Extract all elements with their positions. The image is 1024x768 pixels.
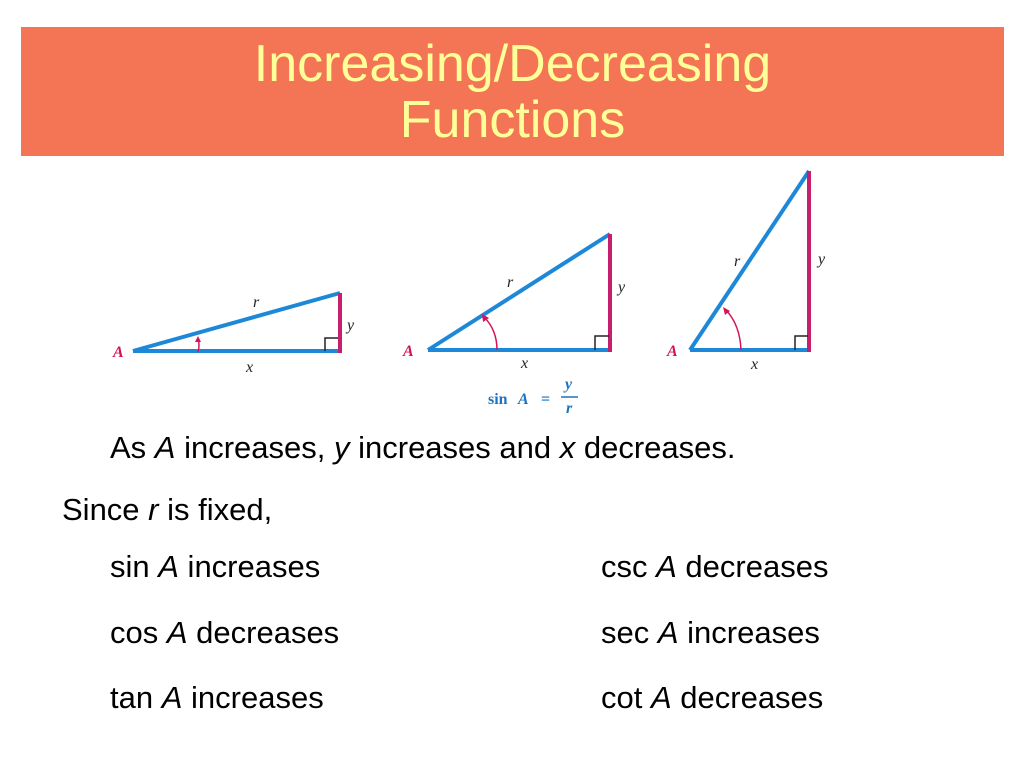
triangle2-angle-label: A xyxy=(402,343,414,360)
title-line-1: Increasing/Decreasing xyxy=(253,34,772,93)
triangle2-hypotenuse xyxy=(426,232,612,352)
triangle1-opp-label: y xyxy=(345,317,355,334)
triangle2-adj-label: x xyxy=(520,355,528,372)
row-var: A xyxy=(161,680,183,715)
line1-var-x: x xyxy=(559,430,576,465)
formula-numerator: y xyxy=(563,376,573,393)
row-fn: cot xyxy=(601,680,651,715)
triangle2-hyp-label: r xyxy=(507,274,514,291)
triangle1-adj-label: x xyxy=(245,359,253,376)
row-trend: decreases xyxy=(676,549,829,584)
row-cot: cot A decreases xyxy=(601,680,823,716)
triangle3-hyp-label: r xyxy=(734,253,741,270)
triangle2-arc-arrowhead xyxy=(482,314,489,322)
row-fn: sec xyxy=(601,615,658,650)
row-tan: tan A increases xyxy=(110,680,324,716)
triangle3-hypotenuse xyxy=(688,169,811,352)
triangle2-opp-label: y xyxy=(616,279,626,296)
triangle3-adj-label: x xyxy=(750,356,758,373)
formula-var: A xyxy=(517,391,529,408)
triangle-medium-angle: A r y x sin A = y r xyxy=(402,232,626,417)
row-trend: decreases xyxy=(187,615,340,650)
line2-text-fixed: is fixed, xyxy=(158,492,273,527)
line1-text-increases-and: increases and xyxy=(349,430,560,465)
triangle3-opp-label: y xyxy=(816,251,826,268)
triangle-large-angle: A r y x xyxy=(666,169,826,373)
triangle-small-angle: A r y x xyxy=(112,291,355,376)
triangle1-arc-arrowhead xyxy=(195,336,201,342)
row-fn: csc xyxy=(601,549,657,584)
row-var: A xyxy=(158,549,179,584)
line1-text-increases: increases, xyxy=(175,430,334,465)
triangle1-hypotenuse xyxy=(132,291,341,353)
triangle1-right-angle-mark xyxy=(324,337,338,351)
title-band: Increasing/Decreasing Functions xyxy=(21,27,1004,156)
row-var: A xyxy=(657,615,679,650)
triangle3-angle-label: A xyxy=(666,343,678,360)
row-fn: cos xyxy=(110,615,167,650)
row-var: A xyxy=(166,615,188,650)
row-sec: sec A increases xyxy=(601,615,820,651)
triangle3-angle-arc xyxy=(725,309,742,351)
explanation-line-1: As A increases, y increases and x decrea… xyxy=(110,430,736,466)
line1-text-as: As xyxy=(110,430,155,465)
row-fn: sin xyxy=(110,549,159,584)
line2-var-r: r xyxy=(148,492,159,527)
row-var: A xyxy=(650,680,672,715)
triangle3-right-angle-mark xyxy=(794,335,808,350)
triangle1-hyp-label: r xyxy=(253,294,260,311)
triangle2-right-angle-mark xyxy=(594,335,609,350)
triangle1-angle-label: A xyxy=(112,344,124,361)
formula-equals: = xyxy=(541,391,550,408)
row-trend: increases xyxy=(182,680,324,715)
row-fn: tan xyxy=(110,680,162,715)
formula-fn: sin xyxy=(488,391,508,408)
formula-denominator: r xyxy=(566,400,573,417)
row-trend: increases xyxy=(178,549,321,584)
row-trend: increases xyxy=(678,615,820,650)
row-var: A xyxy=(656,549,677,584)
line1-var-y: y xyxy=(334,430,350,465)
triangle3-arc-arrowhead xyxy=(723,307,730,315)
line2-text-since: Since xyxy=(62,492,149,527)
triangle2-angle-arc xyxy=(483,316,498,351)
row-cos: cos A decreases xyxy=(110,615,339,651)
title-line-2: Functions xyxy=(399,90,626,149)
line1-text-decreases: decreases. xyxy=(575,430,736,465)
row-trend: decreases xyxy=(671,680,824,715)
sine-formula: sin A = y r xyxy=(488,376,578,417)
row-csc: csc A decreases xyxy=(601,549,828,585)
line1-var-A: A xyxy=(154,430,176,465)
row-sin: sin A increases xyxy=(110,549,320,585)
explanation-line-2: Since r is fixed, xyxy=(62,492,272,528)
